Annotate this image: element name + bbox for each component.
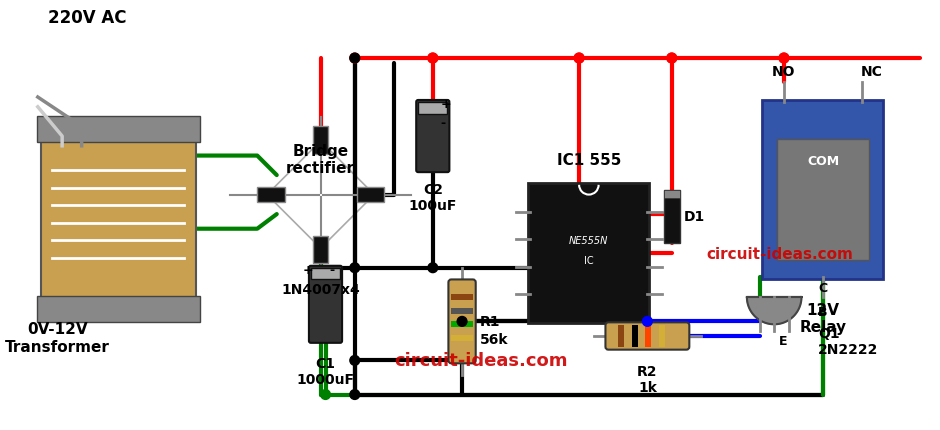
- FancyBboxPatch shape: [528, 184, 650, 323]
- Text: NE555N: NE555N: [570, 236, 608, 246]
- Text: +: +: [441, 98, 451, 111]
- Text: 1N4007x4: 1N4007x4: [281, 283, 360, 297]
- Circle shape: [574, 54, 584, 64]
- FancyBboxPatch shape: [448, 280, 476, 363]
- Text: 12V
Relay: 12V Relay: [799, 302, 847, 335]
- Text: -: -: [329, 263, 335, 276]
- Circle shape: [643, 317, 652, 326]
- Circle shape: [779, 54, 789, 64]
- Text: -: -: [441, 117, 446, 130]
- Text: C: C: [818, 281, 827, 294]
- Text: IC: IC: [584, 255, 594, 265]
- FancyBboxPatch shape: [40, 130, 196, 309]
- FancyBboxPatch shape: [418, 103, 447, 114]
- Bar: [664, 190, 680, 198]
- Bar: [313, 127, 328, 154]
- Text: circuit-ideas.com: circuit-ideas.com: [706, 246, 853, 261]
- Bar: [659, 326, 665, 347]
- Circle shape: [350, 54, 360, 64]
- Text: 56k: 56k: [479, 332, 509, 346]
- Bar: [632, 326, 637, 347]
- Text: circuit-ideas.com: circuit-ideas.com: [394, 351, 567, 369]
- Text: R2
1k: R2 1k: [637, 365, 658, 395]
- Text: C2
100uF: C2 100uF: [409, 182, 457, 212]
- Text: R1: R1: [479, 315, 500, 329]
- Bar: [646, 326, 651, 347]
- FancyBboxPatch shape: [228, 25, 931, 414]
- Circle shape: [350, 356, 360, 365]
- FancyBboxPatch shape: [605, 322, 689, 350]
- Text: Q1
2N2222: Q1 2N2222: [818, 326, 879, 356]
- Bar: [451, 295, 473, 300]
- Bar: [451, 335, 473, 341]
- Text: COM: COM: [807, 154, 839, 168]
- Circle shape: [428, 54, 438, 64]
- FancyBboxPatch shape: [311, 268, 340, 280]
- Bar: [258, 187, 285, 203]
- Text: C1
1000uF: C1 1000uF: [296, 356, 354, 386]
- FancyBboxPatch shape: [416, 101, 449, 173]
- Circle shape: [350, 54, 360, 64]
- Bar: [356, 187, 384, 203]
- Text: IC1 555: IC1 555: [556, 153, 621, 168]
- Text: D1: D1: [683, 209, 705, 224]
- Circle shape: [350, 263, 360, 273]
- Circle shape: [666, 54, 677, 64]
- FancyBboxPatch shape: [37, 116, 199, 143]
- FancyBboxPatch shape: [762, 101, 884, 280]
- Text: NO: NO: [772, 64, 795, 78]
- Polygon shape: [747, 297, 802, 325]
- Bar: [451, 322, 473, 328]
- Bar: [451, 308, 473, 314]
- Circle shape: [428, 54, 438, 64]
- Circle shape: [350, 390, 360, 399]
- FancyBboxPatch shape: [309, 266, 342, 343]
- Text: B: B: [818, 305, 827, 318]
- Text: 220V AC: 220V AC: [48, 9, 126, 27]
- Circle shape: [457, 317, 467, 326]
- Bar: [619, 326, 624, 347]
- Text: NC: NC: [861, 64, 883, 78]
- Circle shape: [321, 390, 330, 399]
- FancyBboxPatch shape: [777, 140, 869, 260]
- Bar: [313, 236, 328, 263]
- Text: +: +: [303, 263, 314, 276]
- Circle shape: [428, 263, 438, 273]
- FancyBboxPatch shape: [37, 296, 199, 322]
- Text: Bridge
rectifier: Bridge rectifier: [286, 143, 355, 176]
- Text: 0V-12V
Transformer: 0V-12V Transformer: [5, 322, 110, 354]
- Bar: [664, 190, 680, 244]
- Circle shape: [779, 54, 789, 64]
- Text: E: E: [779, 335, 788, 347]
- Circle shape: [574, 54, 584, 64]
- Circle shape: [666, 54, 677, 64]
